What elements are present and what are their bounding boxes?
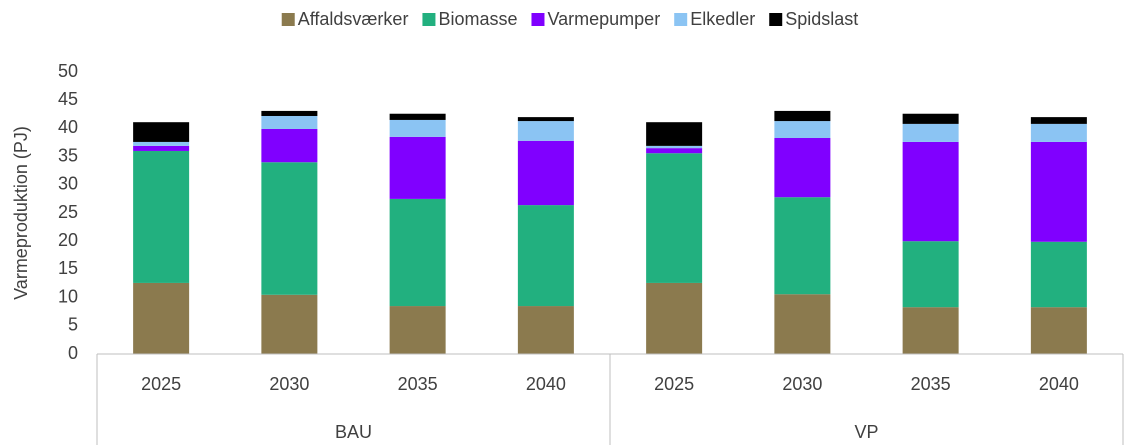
bar-segment	[1030, 123, 1087, 142]
y-tick-label: 5	[68, 315, 78, 335]
bar-segment	[774, 197, 831, 295]
y-tick-label: 30	[58, 174, 78, 194]
bar-segment	[133, 282, 190, 354]
bar-segment	[902, 307, 959, 354]
x-tick-label: 2040	[1039, 374, 1079, 394]
bar-segment	[646, 153, 703, 283]
x-tick-label: 2035	[398, 374, 438, 394]
x-tick-label: 2035	[911, 374, 951, 394]
bar-segment	[1030, 117, 1087, 124]
legend: Affaldsværker Biomasse Varmepumper Elkedler…	[281, 9, 858, 29]
legend-label: Elkedler	[690, 9, 755, 29]
bar-segment	[646, 122, 703, 146]
legend-label: Biomasse	[438, 9, 517, 29]
y-tick-label: 50	[58, 61, 78, 81]
bar-segment	[774, 294, 831, 354]
group-label: BAU	[335, 422, 372, 442]
bar-segment	[1030, 141, 1087, 242]
bar-segment	[389, 136, 446, 199]
bar-segment	[902, 141, 959, 242]
bar-segment	[646, 282, 703, 354]
y-tick-label: 25	[58, 202, 78, 222]
y-tick-label: 20	[58, 230, 78, 250]
bar-segment	[902, 123, 959, 142]
bar-segment	[902, 241, 959, 308]
bar-segment	[517, 205, 574, 307]
bar-segment	[774, 110, 831, 122]
y-axis-title: Varmeproduktion (PJ)	[11, 126, 31, 300]
bar-segment	[774, 121, 831, 138]
x-tick-label: 2025	[654, 374, 694, 394]
legend-swatch	[674, 13, 688, 26]
bar-segment	[133, 150, 190, 283]
x-tick-label: 2025	[141, 374, 181, 394]
legend-label: Varmepumper	[547, 9, 660, 29]
y-tick-label: 10	[58, 286, 78, 306]
legend-swatch	[422, 13, 436, 26]
bar-segment	[389, 306, 446, 354]
x-tick-label: 2040	[526, 374, 566, 394]
bar-segment	[389, 198, 446, 307]
y-tick-label: 0	[68, 343, 78, 363]
legend-label: Spidslast	[785, 9, 858, 29]
x-tick-label: 2030	[782, 374, 822, 394]
bar-segment	[261, 110, 318, 116]
bar-segment	[774, 137, 831, 198]
bar-segment	[261, 162, 318, 295]
bar-segment	[389, 113, 446, 120]
y-tick-label: 40	[58, 117, 78, 137]
legend-swatch	[531, 13, 545, 26]
bar-segment	[902, 113, 959, 124]
bar-segment	[389, 119, 446, 137]
bar-segment	[517, 117, 574, 122]
x-tick-label: 2030	[269, 374, 309, 394]
bar-segment	[517, 121, 574, 141]
bar-segment	[1030, 241, 1087, 308]
bar-segment	[133, 145, 190, 151]
bar-segment	[646, 145, 703, 149]
legend-swatch	[281, 13, 295, 26]
legend-label: Affaldsværker	[298, 9, 409, 29]
bar-segment	[261, 294, 318, 354]
bar-segment	[1030, 307, 1087, 354]
y-tick-label: 15	[58, 258, 78, 278]
bar-segment	[133, 122, 190, 142]
bar-segment	[517, 140, 574, 206]
bar-segment	[261, 128, 318, 163]
bar-segment	[646, 148, 703, 154]
bar-segment	[517, 306, 574, 354]
legend-swatch	[769, 13, 783, 26]
bar-segment	[133, 141, 190, 146]
y-tick-label: 35	[58, 145, 78, 165]
group-label: VP	[854, 422, 878, 442]
bar-segment	[261, 115, 318, 129]
y-tick-label: 45	[58, 89, 78, 109]
